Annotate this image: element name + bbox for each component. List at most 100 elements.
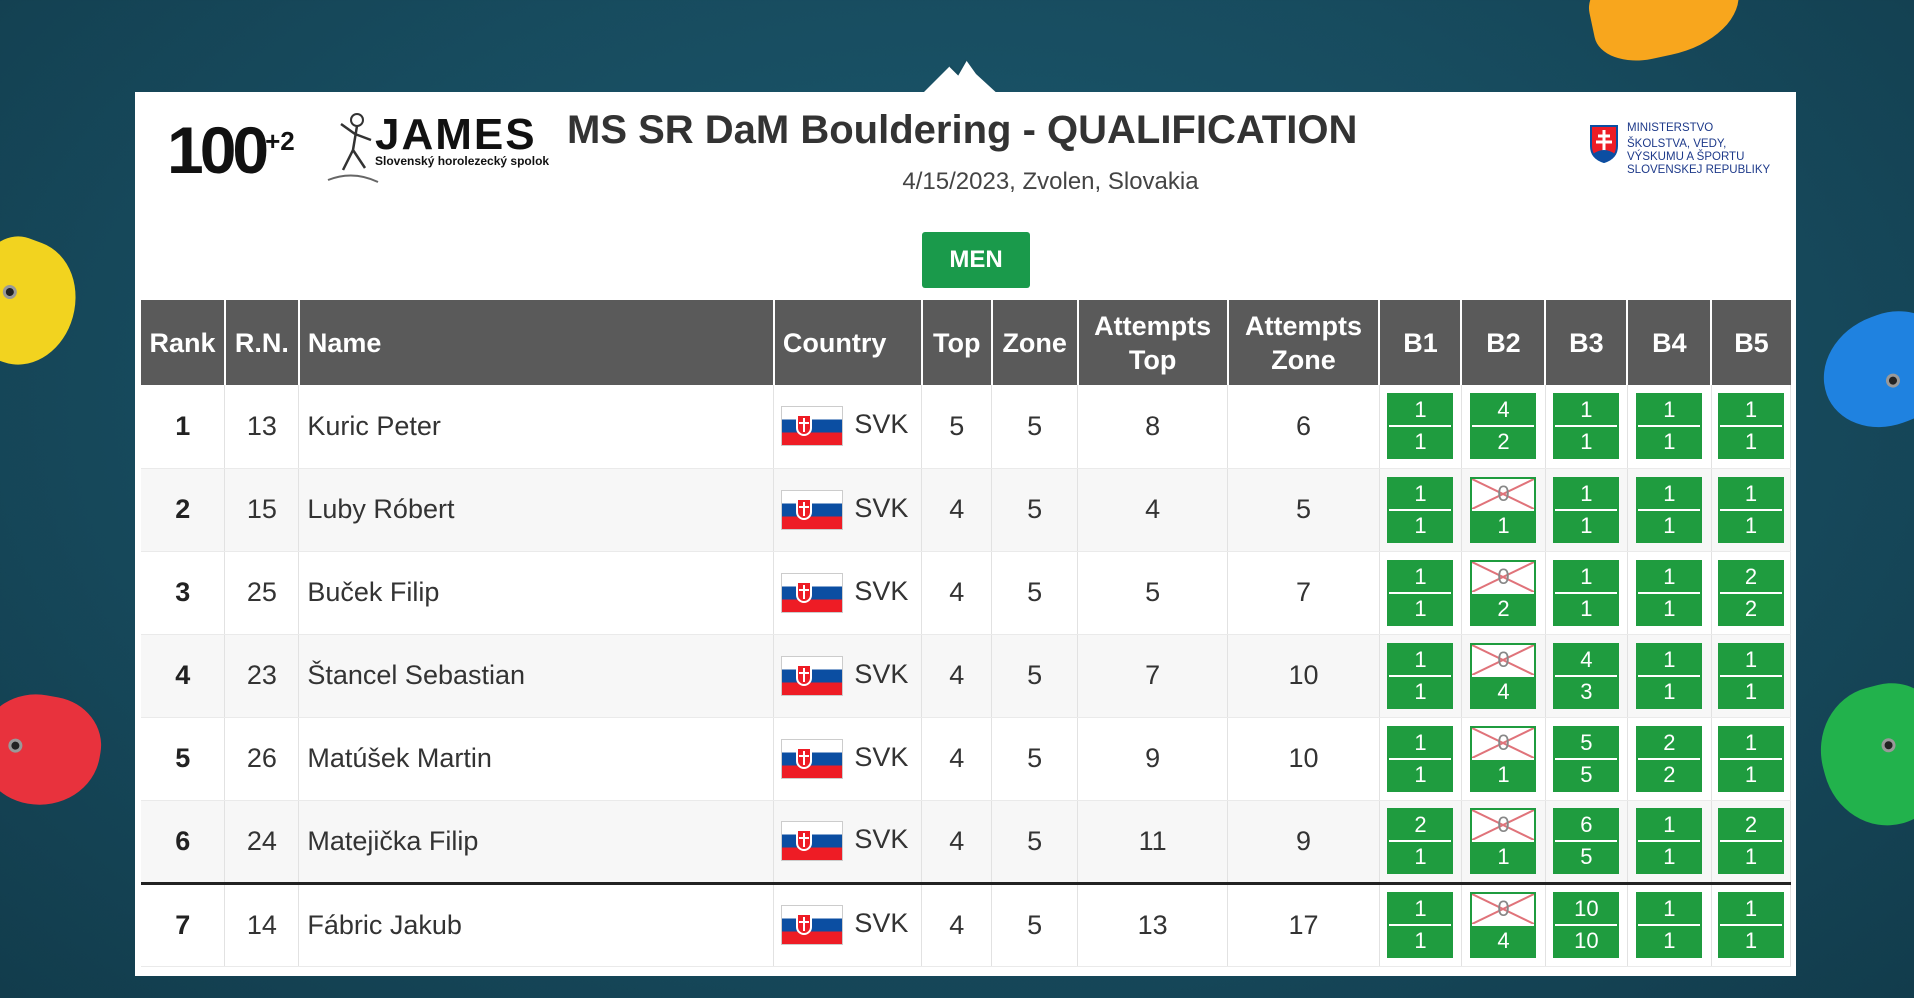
attempts-zone-cell: 7 bbox=[1227, 551, 1380, 635]
boulder-3-cell: 10 10 bbox=[1545, 881, 1628, 967]
header-zone[interactable]: Zone bbox=[991, 300, 1079, 385]
top-attempts-value: 2 bbox=[1663, 729, 1676, 755]
top-cell: 4 bbox=[921, 717, 993, 801]
boulder-zone-attempts: 5 bbox=[1580, 761, 1593, 787]
table-row[interactable]: 1 13 Kuric Peter SVK 5 5 8 6 1 1 4 2 1 1 1 1 1 1 bbox=[141, 385, 1792, 469]
top-attempts-value: 1 bbox=[1663, 646, 1676, 672]
athlete-name-cell: Buček Filip bbox=[298, 551, 775, 635]
header-rn[interactable]: R.N. bbox=[224, 300, 300, 385]
top-cell: 5 bbox=[921, 385, 993, 469]
table-row[interactable]: 7 14 Fábric Jakub SVK 4 5 13 17 1 1 0 4 10 10 1 1 1 1 bbox=[141, 881, 1792, 967]
top-cell: 4 bbox=[921, 881, 993, 967]
table-row[interactable]: 2 15 Luby Róbert SVK 4 5 4 5 1 1 0 1 1 1 1 1 1 1 bbox=[141, 468, 1792, 552]
attempts-top-cell: 9 bbox=[1077, 717, 1229, 801]
top-attempts-value: 6 bbox=[1580, 812, 1593, 837]
country-code: SVK bbox=[854, 824, 909, 855]
boulder-top-attempts: 0 bbox=[1472, 478, 1535, 511]
logo-number: 100 bbox=[167, 113, 269, 187]
top-attempts-value: 0 bbox=[1497, 729, 1510, 755]
rn-cell: 25 bbox=[224, 551, 300, 635]
boulder-top-attempts: 1 bbox=[1555, 479, 1618, 511]
boulder-top-attempts: 2 bbox=[1719, 810, 1782, 842]
boulder-result-box: 10 10 bbox=[1553, 892, 1620, 958]
athlete-name-cell: Kuric Peter bbox=[298, 385, 775, 469]
header-attempts-top[interactable]: Attempts Top bbox=[1077, 300, 1229, 385]
boulder-zone-attempts: 1 bbox=[1744, 678, 1758, 704]
boulder-top-attempts: 1 bbox=[1638, 562, 1701, 594]
boulder-top-attempts: 1 bbox=[1719, 645, 1782, 677]
header-b3[interactable]: B3 bbox=[1545, 300, 1629, 385]
boulder-top-attempts: 0 bbox=[1472, 727, 1535, 760]
boulder-top-attempts: 1 bbox=[1719, 395, 1782, 428]
boulder-zone-attempts: 3 bbox=[1580, 678, 1593, 704]
attempts-top-cell: 13 bbox=[1077, 881, 1229, 967]
rn-cell: 24 bbox=[224, 800, 300, 884]
zone-cell: 5 bbox=[991, 717, 1079, 801]
climbing-hold-orange bbox=[1581, 0, 1749, 70]
header-attempts-top-line2: Top bbox=[1128, 344, 1177, 375]
country-cell: SVK bbox=[773, 385, 923, 469]
top-attempts-value: 1 bbox=[1663, 397, 1676, 423]
boulder-zone-attempts: 2 bbox=[1497, 429, 1510, 455]
boulder-zone-attempts: 10 bbox=[1574, 928, 1599, 953]
boulder-zone-attempts: 1 bbox=[1414, 595, 1427, 621]
header: 100+2 JAMES Slovenský horolezecký spolok… bbox=[135, 92, 1796, 292]
table-row[interactable]: 5 26 Matúšek Martin SVK 4 5 9 10 1 1 0 1 5 5 2 2 1 1 bbox=[141, 717, 1792, 801]
header-attempts-zone[interactable]: Attempts Zone bbox=[1227, 300, 1381, 385]
country-code: SVK bbox=[854, 409, 909, 440]
header-b5[interactable]: B5 bbox=[1711, 300, 1791, 385]
zone-cell: 5 bbox=[991, 634, 1079, 718]
header-b2[interactable]: B2 bbox=[1461, 300, 1547, 385]
attempts-zone-cell: 6 bbox=[1227, 385, 1380, 469]
boulder-zone-attempts: 1 bbox=[1497, 512, 1510, 538]
top-attempts-value: 1 bbox=[1414, 480, 1427, 506]
table-row[interactable]: 3 25 Buček Filip SVK 4 5 5 7 1 1 0 2 1 1 1 1 2 2 bbox=[141, 551, 1792, 635]
zone-cell: 5 bbox=[991, 881, 1079, 967]
climber-icon bbox=[327, 113, 379, 183]
top-attempts-value: 0 bbox=[1497, 563, 1510, 589]
top-cell: 4 bbox=[921, 551, 993, 635]
top-attempts-value: 1 bbox=[1414, 563, 1427, 589]
rn-cell: 15 bbox=[224, 468, 300, 552]
header-b4[interactable]: B4 bbox=[1627, 300, 1713, 385]
header-rank[interactable]: Rank bbox=[141, 300, 226, 385]
header-name[interactable]: Name bbox=[298, 300, 775, 385]
top-cell: 4 bbox=[921, 634, 993, 718]
rank-cell: 2 bbox=[141, 468, 226, 552]
country-cell: SVK bbox=[773, 468, 923, 552]
table-row[interactable]: 4 23 Štancel Sebastian SVK 4 5 7 10 1 1 0 4 4 3 1 1 1 1 bbox=[141, 634, 1792, 718]
slovakia-flag-icon bbox=[782, 906, 843, 944]
athlete-name-cell: Matúšek Martin bbox=[298, 717, 775, 801]
boulder-zone-attempts: 1 bbox=[1580, 512, 1593, 538]
top-attempts-value: 0 bbox=[1497, 480, 1510, 506]
boulder-top-attempts: 1 bbox=[1389, 395, 1452, 428]
boulder-top-attempts: 1 bbox=[1638, 395, 1701, 428]
header-b1[interactable]: B1 bbox=[1379, 300, 1463, 385]
header-top[interactable]: Top bbox=[921, 300, 993, 385]
category-men-button[interactable]: MEN bbox=[922, 232, 1030, 288]
james-logo: JAMES Slovenský horolezecký spolok bbox=[375, 110, 549, 168]
table-row[interactable]: 6 24 Matejička Filip SVK 4 5 11 9 2 1 0 1 6 5 1 1 2 1 bbox=[141, 800, 1792, 884]
header-country[interactable]: Country bbox=[773, 300, 923, 385]
